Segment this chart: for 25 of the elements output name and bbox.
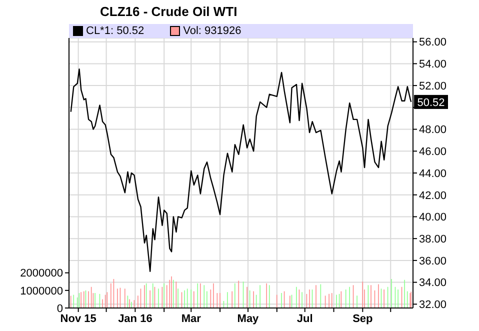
y-tick-label: 2000000 bbox=[20, 268, 63, 280]
x-tick-label: Sep bbox=[352, 312, 374, 325]
x-tick-label: Mar bbox=[181, 312, 202, 325]
y2-tick-label: 42.00 bbox=[419, 190, 447, 202]
x-tick-label: May bbox=[237, 312, 260, 325]
legend-label: CL*1: 50.52 bbox=[86, 24, 144, 36]
y2-tick-label: 52.00 bbox=[419, 80, 447, 92]
y2-tick-label: 46.00 bbox=[419, 146, 447, 158]
y2-tick-label: 54.00 bbox=[419, 58, 447, 71]
x-tick-label: Nov 15 bbox=[60, 312, 96, 325]
chart-title: CLZ16 - Crude Oil WTI bbox=[100, 4, 238, 19]
y2-tick-label: 34.00 bbox=[419, 277, 447, 290]
text: 50.52 bbox=[417, 96, 445, 109]
y2-tick-label: 32.00 bbox=[419, 299, 447, 312]
y2-tick-label: 40.00 bbox=[419, 212, 447, 224]
y2-tick-label: 48.00 bbox=[419, 124, 447, 136]
y2-tick-label: 36.00 bbox=[419, 255, 447, 268]
y-tick-label: 0 bbox=[56, 302, 63, 315]
x-tick-label: Jul bbox=[296, 312, 313, 325]
x-tick-label: Jan 16 bbox=[118, 312, 152, 325]
y-tick-label: 1000000 bbox=[20, 285, 63, 298]
y2-tick-label: 56.00 bbox=[419, 36, 447, 49]
y2-tick-label: 44.00 bbox=[419, 168, 447, 180]
legend-label: Vol: 931926 bbox=[183, 24, 242, 36]
y2-tick-label: 38.00 bbox=[419, 233, 447, 246]
